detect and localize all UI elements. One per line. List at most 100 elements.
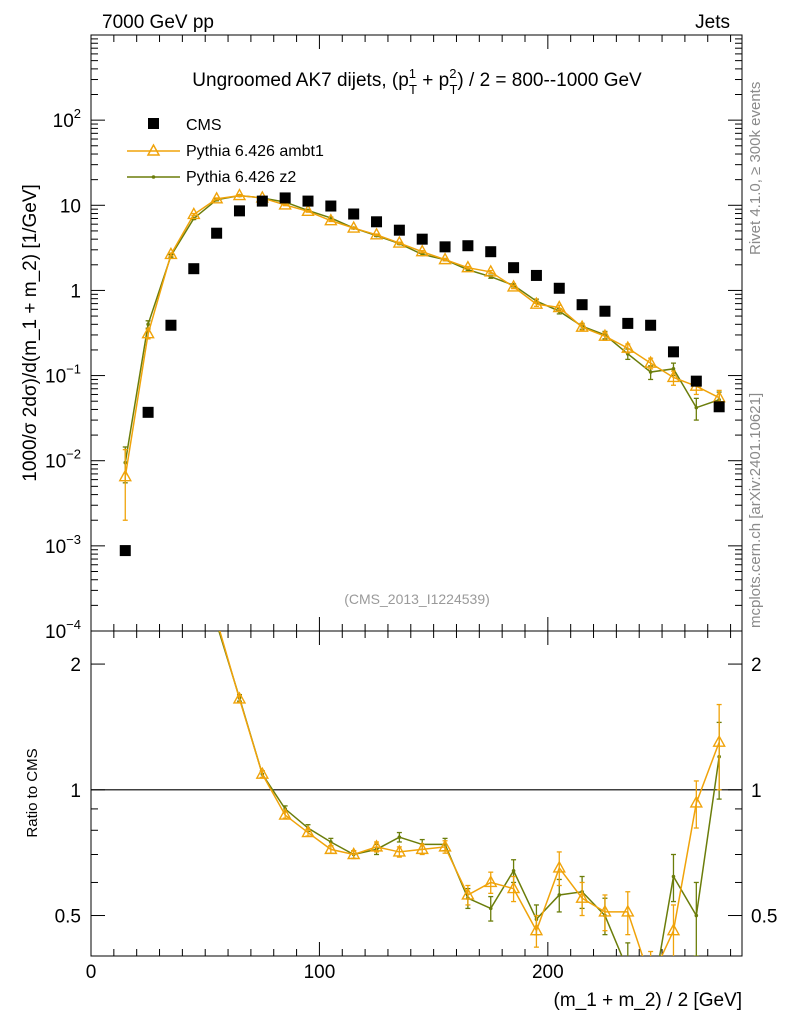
data-point [209,191,224,204]
ratio-xtick-label: 100 [304,962,336,983]
series-ambt1 [118,188,726,521]
ratio-ytick-label-right: 2 [751,655,762,676]
data-point [553,282,565,294]
data-point [415,244,429,257]
data-point [369,227,384,240]
main-ytick-label: 10 [60,196,81,217]
header-jets-label: Jets [695,12,730,33]
data-point [598,328,612,341]
data-point [643,355,658,368]
data-point [301,203,315,216]
data-point [232,188,247,201]
data-point [141,326,155,339]
data-point [508,262,520,274]
ratio-point [626,968,630,972]
data-point [599,305,611,317]
legend-cms-marker [148,118,159,129]
data-point [416,233,428,245]
legend-z2-marker [151,175,156,179]
main-series-layer [118,188,726,557]
ratio-axis-ticks: 0 100 200 0.5 0.5 1 1 2 2 [55,631,777,983]
ratio-point [712,734,726,747]
main-ytick-label: 10−3 [45,532,81,558]
ratio-series-ambt1 [211,614,726,984]
data-point [324,213,338,226]
ratio-series-z2 [215,622,722,972]
legend-entry-ambt1: Pythia 6.426 ambt1 [127,143,324,160]
ratio-point [511,868,516,873]
data-point [648,370,653,374]
data-point [645,319,657,331]
ratio-xtick-label: 0 [86,962,97,983]
data-point [438,252,452,265]
ratio-point [552,860,566,873]
ratio-point [324,841,338,855]
ratio-point [689,795,703,808]
main-ytick-label: 10−4 [45,617,81,643]
main-ytick-label: 10−2 [45,447,81,473]
ratio-point [215,622,219,626]
ratio-y-axis-label: Ratio to CMS [24,748,41,837]
rivet-version-label: Rivet 4.1.0, ≥ 300k events [747,82,764,255]
ratio-point [397,835,402,840]
data-point [552,300,566,313]
legend-ambt1-label: Pythia 6.426 ambt1 [186,143,324,160]
data-point [118,469,132,482]
data-point [690,375,702,387]
data-point [347,220,361,233]
main-panel: Ungroomed AK7 dijets, (p1 T + p2 T) / 2 = … [20,34,743,643]
data-point [694,405,699,410]
series-cms [119,192,725,557]
ratio-point [438,839,452,852]
legend-entry-cms: CMS [148,117,222,134]
data-point [233,205,245,217]
data-point [146,322,150,327]
ratio-point [598,904,612,917]
legend-cms-label: CMS [186,117,222,134]
ratio-ytick-label: 2 [70,655,81,676]
ratio-point [211,614,222,624]
ratio-point [484,875,498,888]
data-point [256,195,268,207]
ratio-point [301,825,315,838]
header-energy-label: 7000 GeV pp [102,12,214,33]
data-point [188,263,200,275]
ratio-point [461,887,475,900]
data-point [279,192,291,204]
data-point [576,299,588,311]
main-ytick-label: 1 [70,281,81,302]
ratio-point [645,974,656,984]
data-point [348,208,360,220]
data-point [666,370,681,383]
data-point [439,241,451,253]
ratio-series-layer [211,614,726,984]
ratio-line [219,631,720,956]
data-point [278,197,292,210]
ratio-point [232,691,247,704]
ratio-point [575,890,589,903]
legend-z2-label: Pythia 6.426 z2 [186,169,296,186]
ratio-point [671,874,676,879]
data-point [164,246,178,260]
ratio-point [666,923,681,936]
ratio-xtick-label: 200 [532,962,564,983]
ratio-point [278,807,292,820]
main-ytick-label: 102 [53,106,81,132]
data-point [575,319,589,332]
ratio-point [255,766,269,779]
ratio-point [488,906,493,911]
data-point [671,367,676,371]
data-point [713,401,725,413]
ratio-point [529,923,544,936]
ratio-ytick-label-right: 1 [751,781,762,802]
data-point [667,346,679,358]
analysis-reference-label: (CMS_2013_I1224539) [344,591,490,607]
main-ytick-label: 10−1 [45,362,81,388]
data-point [371,216,383,228]
ratio-point [392,844,407,857]
main-axis-ticks: 10−4 10−3 10−2 10−1 1 10 102 [45,35,742,643]
data-point [142,406,154,418]
data-point [302,195,314,207]
legend: CMS Pythia 6.426 ambt1 Pythia 6.426 z2 [127,117,324,186]
